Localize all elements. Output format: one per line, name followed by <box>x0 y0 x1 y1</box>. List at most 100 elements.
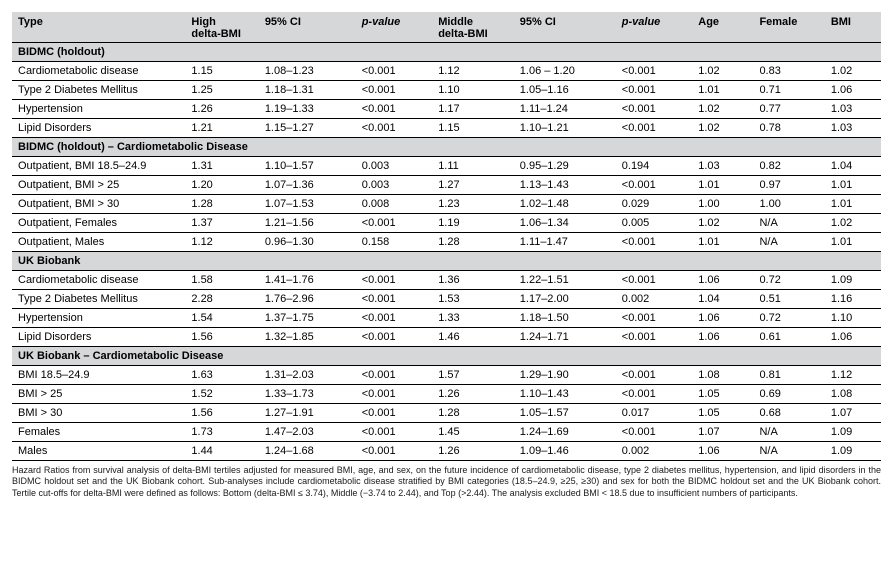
table-cell: 0.95–1.29 <box>514 157 616 176</box>
table-cell: 0.002 <box>616 290 692 309</box>
table-cell: 1.37–1.75 <box>259 309 356 328</box>
table-cell: 1.28 <box>185 195 258 214</box>
table-cell: 1.10–1.57 <box>259 157 356 176</box>
table-cell: 0.81 <box>753 366 824 385</box>
table-cell: 0.77 <box>753 100 824 119</box>
table-row: Females1.731.47–2.03<0.0011.451.24–1.69<… <box>12 423 881 442</box>
table-cell: 1.10–1.43 <box>514 385 616 404</box>
table-cell: 1.07–1.53 <box>259 195 356 214</box>
table-cell: 1.12 <box>185 233 258 252</box>
col-header-2: 95% CI <box>259 12 356 43</box>
table-cell: <0.001 <box>616 271 692 290</box>
table-cell: 1.31–2.03 <box>259 366 356 385</box>
table-cell: 1.00 <box>753 195 824 214</box>
table-cell: 0.83 <box>753 62 824 81</box>
table-cell: 1.08–1.23 <box>259 62 356 81</box>
table-cell: 1.05 <box>692 404 753 423</box>
table-cell: <0.001 <box>356 119 432 138</box>
col-header-label: High <box>191 16 215 28</box>
table-cell: 0.97 <box>753 176 824 195</box>
section-title: BIDMC (holdout) <box>12 43 881 62</box>
table-cell: Cardiometabolic disease <box>12 271 185 290</box>
col-header-9: BMI <box>825 12 881 43</box>
table-cell: 1.15 <box>432 119 514 138</box>
table-cell: Outpatient, BMI 18.5–24.9 <box>12 157 185 176</box>
col-header-label: BMI <box>831 16 851 28</box>
table-body: BIDMC (holdout)Cardiometabolic disease1.… <box>12 43 881 461</box>
table-cell: 1.13–1.43 <box>514 176 616 195</box>
table-cell: 1.31 <box>185 157 258 176</box>
table-cell: 1.10 <box>825 309 881 328</box>
table-cell: 1.06 <box>825 81 881 100</box>
table-cell: 1.24–1.68 <box>259 442 356 461</box>
table-cell: 1.26 <box>185 100 258 119</box>
col-header-label: 95% CI <box>520 16 556 28</box>
table-cell: 1.11–1.24 <box>514 100 616 119</box>
table-cell: 1.09 <box>825 423 881 442</box>
table-cell: 1.04 <box>825 157 881 176</box>
table-cell: <0.001 <box>616 328 692 347</box>
table-cell: 1.01 <box>825 233 881 252</box>
table-cell: 1.21 <box>185 119 258 138</box>
section-title: UK Biobank – Cardiometabolic Disease <box>12 347 881 366</box>
section-header: UK Biobank – Cardiometabolic Disease <box>12 347 881 366</box>
table-cell: 1.02 <box>692 100 753 119</box>
table-row: Outpatient, Males1.120.96–1.300.1581.281… <box>12 233 881 252</box>
table-cell: N/A <box>753 214 824 233</box>
table-cell: <0.001 <box>356 309 432 328</box>
table-row: BMI 18.5–24.91.631.31–2.03<0.0011.571.29… <box>12 366 881 385</box>
table-cell: 1.02 <box>825 62 881 81</box>
table-cell: 1.09 <box>825 442 881 461</box>
table-cell: BMI 18.5–24.9 <box>12 366 185 385</box>
table-cell: BMI > 25 <box>12 385 185 404</box>
table-cell: Females <box>12 423 185 442</box>
table-cell: 1.25 <box>185 81 258 100</box>
table-header: TypeHighdelta-BMI95% CIp-valueMiddledelt… <box>12 12 881 43</box>
table-cell: 1.01 <box>825 176 881 195</box>
table-cell: Hypertension <box>12 100 185 119</box>
table-cell: <0.001 <box>356 366 432 385</box>
table-cell: 1.23 <box>432 195 514 214</box>
table-cell: 1.07–1.36 <box>259 176 356 195</box>
table-cell: 1.26 <box>432 442 514 461</box>
table-cell: N/A <box>753 442 824 461</box>
table-cell: 1.18–1.50 <box>514 309 616 328</box>
table-cell: Type 2 Diabetes Mellitus <box>12 290 185 309</box>
table-cell: 1.03 <box>825 100 881 119</box>
table-cell: <0.001 <box>616 81 692 100</box>
section-header: BIDMC (holdout) <box>12 43 881 62</box>
table-cell: 1.54 <box>185 309 258 328</box>
table-cell: <0.001 <box>616 62 692 81</box>
table-cell: 1.06–1.34 <box>514 214 616 233</box>
table-cell: Males <box>12 442 185 461</box>
table-cell: 1.20 <box>185 176 258 195</box>
table-cell: Lipid Disorders <box>12 328 185 347</box>
table-row: Cardiometabolic disease1.581.41–1.76<0.0… <box>12 271 881 290</box>
table-cell: 1.56 <box>185 328 258 347</box>
table-cell: 1.27 <box>432 176 514 195</box>
table-cell: 1.01 <box>825 195 881 214</box>
table-cell: 1.11 <box>432 157 514 176</box>
table-cell: Outpatient, Males <box>12 233 185 252</box>
table-cell: 1.41–1.76 <box>259 271 356 290</box>
table-cell: 0.194 <box>616 157 692 176</box>
col-header-sublabel: delta-BMI <box>191 28 252 40</box>
table-cell: 1.47–2.03 <box>259 423 356 442</box>
table-cell: 1.06 <box>825 328 881 347</box>
table-row: Males1.441.24–1.68<0.0011.261.09–1.460.0… <box>12 442 881 461</box>
table-row: Outpatient, BMI 18.5–24.91.311.10–1.57 0.… <box>12 157 881 176</box>
table-cell: 1.00 <box>692 195 753 214</box>
table-cell: 0.61 <box>753 328 824 347</box>
table-cell: 0.003 <box>356 176 432 195</box>
table-cell: <0.001 <box>356 442 432 461</box>
table-cell: <0.001 <box>616 385 692 404</box>
table-cell: 1.24–1.69 <box>514 423 616 442</box>
col-header-0: Type <box>12 12 185 43</box>
table-cell: 1.21–1.56 <box>259 214 356 233</box>
col-header-label: Age <box>698 16 719 28</box>
table-cell: 1.32–1.85 <box>259 328 356 347</box>
table-cell: 0.68 <box>753 404 824 423</box>
table-cell: 0.008 <box>356 195 432 214</box>
table-cell: 0.71 <box>753 81 824 100</box>
table-cell: Cardiometabolic disease <box>12 62 185 81</box>
